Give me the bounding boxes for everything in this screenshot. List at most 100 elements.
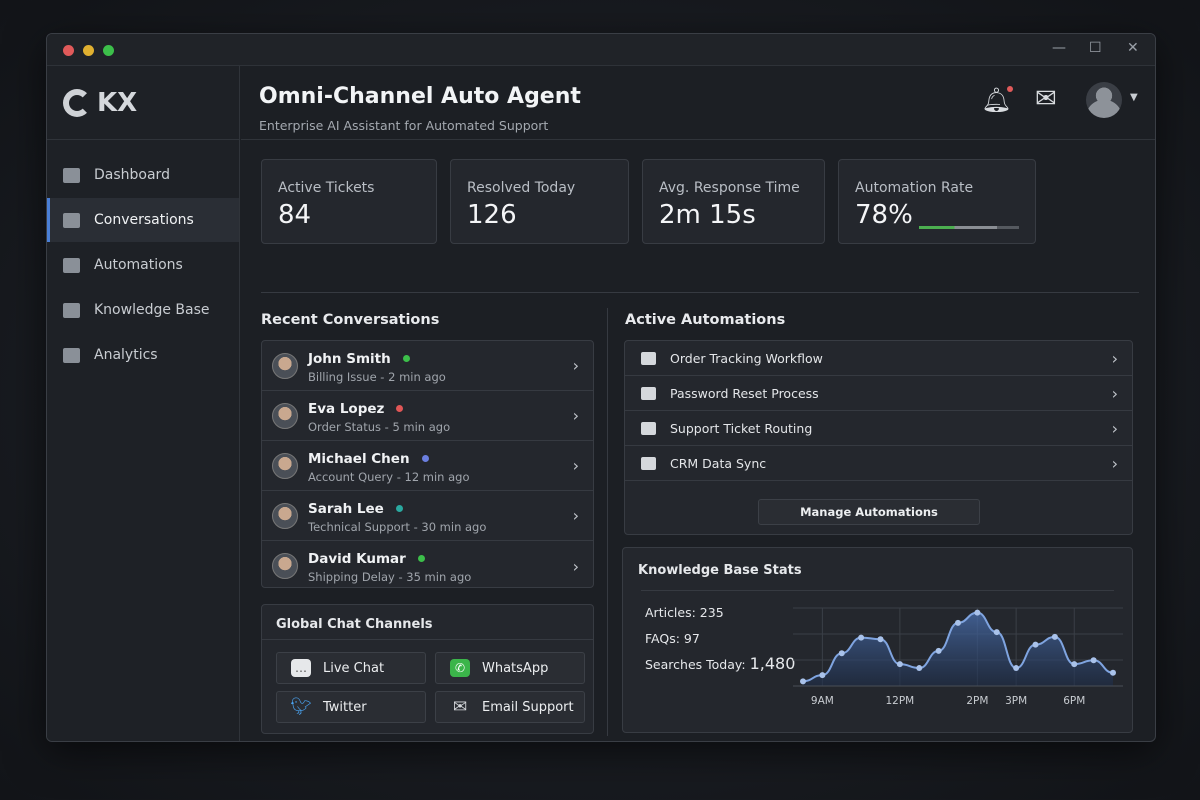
- book-icon: [63, 302, 80, 318]
- sidebar-item-knowledge-base[interactable]: Knowledge Base: [47, 288, 239, 332]
- page-title: Omni-Channel Auto Agent: [259, 84, 581, 109]
- data-point: [800, 678, 806, 685]
- close-icon[interactable]: ✕: [1127, 40, 1139, 56]
- data-point: [993, 629, 1000, 636]
- conversation-item[interactable]: Sarah Lee Technical Support - 30 min ago ›: [262, 491, 593, 541]
- automation-item[interactable]: CRM Data Sync ›: [625, 446, 1132, 481]
- automation-item[interactable]: Order Tracking Workflow ›: [625, 341, 1132, 376]
- channel-label: Live Chat: [323, 660, 385, 676]
- kb-searches-value: 1,480: [749, 654, 796, 673]
- chevron-down-icon[interactable]: ▼: [1130, 92, 1138, 103]
- automation-item[interactable]: Password Reset Process ›: [625, 376, 1132, 411]
- conversation-item[interactable]: Michael Chen Account Query - 12 min ago ›: [262, 441, 593, 491]
- chevron-right-icon[interactable]: ›: [572, 456, 579, 475]
- avatar: [272, 452, 298, 479]
- kb-faqs: FAQs: 97: [645, 631, 700, 646]
- data-point: [955, 619, 961, 626]
- conversation-detail: Technical Support - 30 min ago: [308, 519, 487, 534]
- envelope-icon: ✉: [452, 697, 468, 717]
- sidebar-item-label: Analytics: [94, 347, 158, 363]
- x-tick-label: 9AM: [811, 695, 834, 707]
- data-point: [1051, 633, 1058, 640]
- x-tick-label: 2PM: [966, 695, 988, 707]
- divider: [261, 292, 1139, 293]
- chevron-right-icon[interactable]: ›: [572, 556, 579, 576]
- data-point: [858, 634, 865, 641]
- sidebar-item-dashboard[interactable]: Dashboard: [47, 153, 239, 197]
- monitor-icon: [63, 257, 80, 273]
- chat-bubble-icon: …: [291, 659, 311, 677]
- avatar: [272, 352, 298, 379]
- manage-automations-button[interactable]: Manage Automations: [758, 499, 980, 525]
- stat-label: Automation Rate: [855, 180, 974, 196]
- conversation-item[interactable]: John Smith Billing Issue - 2 min ago ›: [262, 341, 593, 391]
- channel-twitter-button[interactable]: 🐦︎ Twitter: [276, 691, 426, 723]
- workflow-icon: [641, 456, 656, 470]
- logo: KX: [47, 66, 239, 140]
- chevron-right-icon[interactable]: ›: [1111, 453, 1118, 473]
- kb-searches-label: Searches Today:: [645, 657, 746, 672]
- stat-card: Active Tickets 84: [261, 159, 437, 244]
- conversation-item[interactable]: David Kumar Shipping Delay - 35 min ago ›: [262, 541, 593, 591]
- logo-ring-icon: [63, 88, 91, 117]
- channel-live-chat-button[interactable]: … Live Chat: [276, 652, 426, 684]
- stat-value: 78%: [855, 200, 913, 230]
- chevron-right-icon[interactable]: ›: [1111, 418, 1118, 438]
- conversation-detail: Account Query - 12 min ago: [308, 469, 470, 484]
- kb-title: Knowledge Base Stats: [638, 563, 802, 578]
- area-fill: [803, 612, 1113, 686]
- stat-value: 84: [278, 200, 312, 230]
- avatar[interactable]: [1086, 82, 1122, 118]
- status-dot: [402, 354, 410, 362]
- maximize-dot[interactable]: [103, 45, 114, 56]
- data-point: [1110, 669, 1116, 676]
- x-tick-label: 3PM: [1005, 695, 1027, 707]
- stat-card: Resolved Today 126: [450, 159, 629, 244]
- chat-channels-panel: Global Chat Channels … Live Chat ✆ WhatsApp…: [261, 604, 594, 734]
- data-point: [935, 647, 942, 654]
- channel-email-support-button[interactable]: ✉ Email Support: [435, 691, 585, 723]
- kb-articles: Articles: 235: [645, 605, 724, 620]
- column-divider: [607, 308, 608, 736]
- avatar: [272, 502, 298, 529]
- conversation-item[interactable]: Eva Lopez Order Status - 5 min ago ›: [262, 391, 593, 441]
- minimize-dot[interactable]: [83, 45, 94, 56]
- grid-icon: [63, 167, 80, 183]
- minimize-icon[interactable]: —: [1052, 40, 1066, 56]
- conversation-detail: Shipping Delay - 35 min ago: [308, 570, 472, 584]
- x-tick-label: 12PM: [885, 695, 914, 707]
- data-point: [819, 672, 826, 679]
- twitter-icon: 🐦︎: [290, 697, 312, 717]
- sidebar-item-automations[interactable]: Automations: [47, 243, 239, 287]
- stat-value: 126: [467, 200, 517, 230]
- sidebar-item-label: Dashboard: [94, 167, 170, 183]
- chevron-right-icon[interactable]: ›: [572, 406, 579, 425]
- chevron-right-icon[interactable]: ›: [572, 356, 579, 375]
- contact-name: Sarah Lee: [308, 500, 384, 517]
- avatar: [272, 402, 298, 429]
- stat-card: Automation Rate 78%: [838, 159, 1036, 244]
- mail-icon[interactable]: ✉: [1035, 84, 1057, 114]
- channel-label: Email Support: [482, 699, 574, 715]
- sidebar-item-conversations[interactable]: Conversations: [47, 198, 239, 242]
- chat-icon: [63, 212, 80, 228]
- page-subtitle: Enterprise AI Assistant for Automated Su…: [259, 118, 549, 133]
- workflow-icon: [641, 386, 656, 400]
- data-point: [1090, 657, 1097, 664]
- maximize-icon[interactable]: ☐: [1089, 40, 1102, 56]
- sidebar-item-label: Knowledge Base: [94, 302, 210, 318]
- searches-chart: 9AM 12PM 2PM 3PM 6PM: [793, 607, 1123, 707]
- bell-icon[interactable]: 🔔︎: [981, 86, 1014, 114]
- chevron-right-icon[interactable]: ›: [572, 506, 579, 525]
- close-dot[interactable]: [63, 45, 74, 56]
- conversation-detail: Billing Issue - 2 min ago: [308, 369, 446, 384]
- data-point: [1032, 641, 1039, 648]
- chevron-right-icon[interactable]: ›: [1111, 348, 1118, 368]
- automation-item[interactable]: Support Ticket Routing ›: [625, 411, 1132, 446]
- sidebar-item-analytics[interactable]: Analytics: [47, 333, 239, 377]
- data-point: [974, 609, 981, 616]
- channel-whatsapp-button[interactable]: ✆ WhatsApp: [435, 652, 585, 684]
- logo-text: KX: [97, 87, 138, 118]
- data-point: [1071, 661, 1078, 668]
- chevron-right-icon[interactable]: ›: [1111, 383, 1118, 403]
